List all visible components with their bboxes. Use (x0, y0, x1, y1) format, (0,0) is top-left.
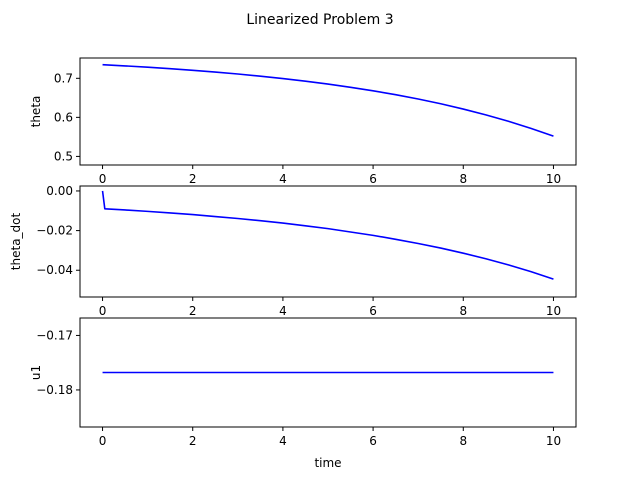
theta-dot-x-tick-label: 6 (369, 304, 377, 318)
u1-x-tick-label: 2 (189, 434, 197, 448)
theta-dot-x-tick-label: 10 (546, 304, 561, 318)
u1-x-tick-label: 8 (459, 434, 467, 448)
theta-dot-x-tick-label: 8 (459, 304, 467, 318)
theta-dot-y-tick-label: −0.04 (36, 263, 73, 277)
theta-x-tick-label: 0 (99, 172, 107, 186)
u1-y-tick-label: −0.17 (36, 328, 73, 342)
u1-y-tick-label: −0.18 (36, 383, 73, 397)
theta-dot-y-tick-label: −0.02 (36, 224, 73, 238)
figure-title: Linearized Problem 3 (246, 12, 393, 28)
theta-y-tick-label: 0.5 (54, 149, 73, 163)
theta-dot-x-tick-label: 0 (99, 304, 107, 318)
theta-dot-x-tick-label: 2 (189, 304, 197, 318)
theta-y-tick-label: 0.6 (54, 110, 73, 124)
u1-x-tick-label: 0 (99, 434, 107, 448)
theta-dot-subplot: 0 2 4 6 8 10 −0.04 −0.02 0.00 theta_dot (9, 184, 577, 318)
theta-x-tick-label: 2 (189, 172, 197, 186)
theta-series-line (102, 63, 554, 137)
theta-subplot: 0 2 4 6 8 10 0.5 0.6 0.7 theta (29, 57, 577, 186)
theta-x-tick-label: 8 (459, 172, 467, 186)
theta-x-tick-label: 4 (279, 172, 287, 186)
theta-dot-y-tick-label: 0.00 (46, 184, 73, 198)
u1-x-axis-label: time (314, 456, 341, 470)
theta-dot-axes-frame (79, 185, 577, 298)
theta-x-tick-label: 10 (546, 172, 561, 186)
theta-axes-frame (79, 57, 577, 166)
theta-dot-series-line (101, 190, 554, 280)
theta-x-tick-label: 6 (369, 172, 377, 186)
u1-x-tick-label: 4 (279, 434, 287, 448)
theta-dot-x-tick-label: 4 (279, 304, 287, 318)
theta-y-tick-label: 0.7 (54, 71, 73, 85)
theta-y-axis-label: theta (29, 96, 43, 128)
u1-subplot: 0 2 4 6 8 10 −0.18 −0.17 u1 time (29, 317, 577, 470)
u1-axes-frame (79, 317, 577, 428)
theta-dot-y-axis-label: theta_dot (9, 213, 23, 271)
u1-x-tick-label: 6 (369, 434, 377, 448)
u1-x-tick-label: 10 (546, 434, 561, 448)
u1-y-axis-label: u1 (29, 365, 43, 380)
